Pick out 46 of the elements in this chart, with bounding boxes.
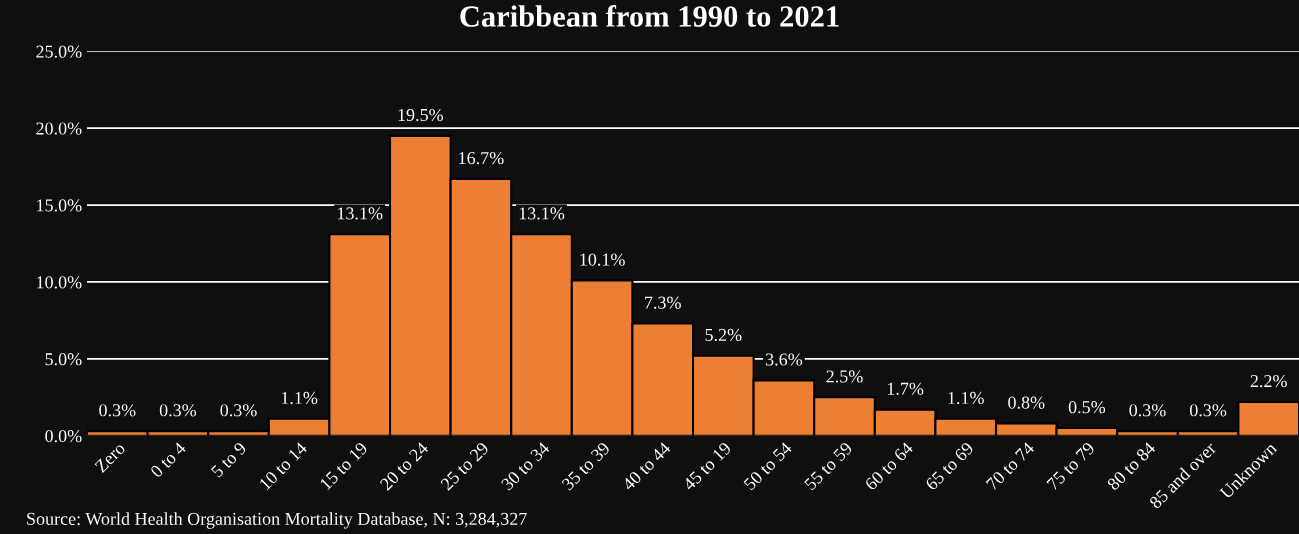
x-tick-label: 30 to 34 [500, 441, 551, 491]
x-tick-label: Zero [94, 441, 126, 474]
data-label: 5.2% [705, 328, 742, 342]
y-tick-label: 25.0% [36, 45, 82, 58]
y-tick-label: 15.0% [37, 199, 82, 212]
data-label: 10.1% [580, 253, 625, 266]
data-label: 1.1% [281, 391, 318, 405]
data-label: 2.5% [826, 370, 863, 383]
data-label: 1.7% [887, 382, 924, 395]
x-tick-label: 35 to 39 [561, 441, 611, 491]
data-label: 0.3% [1129, 404, 1166, 417]
data-label: 7.3% [645, 296, 681, 309]
x-tick-label: 65 to 69 [924, 441, 975, 491]
data-label: 0.3% [1189, 404, 1227, 417]
y-tick-label: 5.0% [45, 353, 82, 366]
data-label: 0.3% [159, 404, 197, 417]
x-tick-label: 70 to 74 [985, 441, 1036, 491]
y-tick-label: 20.0% [36, 122, 82, 135]
data-label: 0.3% [99, 404, 136, 417]
x-tick-label: 25 to 29 [440, 441, 490, 491]
y-tick-label: 0.0% [45, 430, 82, 443]
data-label: 16.7% [459, 151, 504, 165]
source-note: Source: World Health Organisation Mortality Database, N: 3,284,327 [27, 512, 527, 529]
data-label: 3.6% [765, 353, 803, 366]
x-tick-label: 45 to 19 [682, 441, 732, 492]
data-label: 0.8% [1008, 396, 1045, 409]
data-label: 1.1% [948, 391, 984, 405]
x-tick-label: 5 to 9 [210, 441, 247, 478]
x-tick-label: 55 to 59 [803, 441, 853, 491]
data-label: 13.1% [338, 207, 383, 220]
y-tick-label: 10.0% [37, 276, 82, 289]
x-tick-label: 80 to 84 [1106, 441, 1157, 491]
data-label: 2.2% [1250, 374, 1287, 388]
x-tick-label: 20 to 24 [379, 441, 430, 491]
x-tick-label: 60 to 64 [864, 441, 914, 491]
x-tick-label: 0 to 4 [149, 441, 187, 479]
data-label: 13.1% [519, 207, 565, 220]
x-tick-label: 15 to 19 [319, 441, 369, 491]
x-tick-label: 50 to 54 [743, 441, 793, 491]
x-tick-label: 75 to 79 [1046, 441, 1096, 491]
data-label: 0.3% [220, 404, 257, 417]
data-label: 0.5% [1068, 401, 1106, 414]
data-label: 19.5% [398, 108, 444, 122]
x-tick-label: 10 to 14 [258, 441, 308, 491]
chart-title: Caribbean from 1990 to 2021 [460, 5, 839, 27]
x-tick-label: 40 to 44 [621, 441, 672, 492]
